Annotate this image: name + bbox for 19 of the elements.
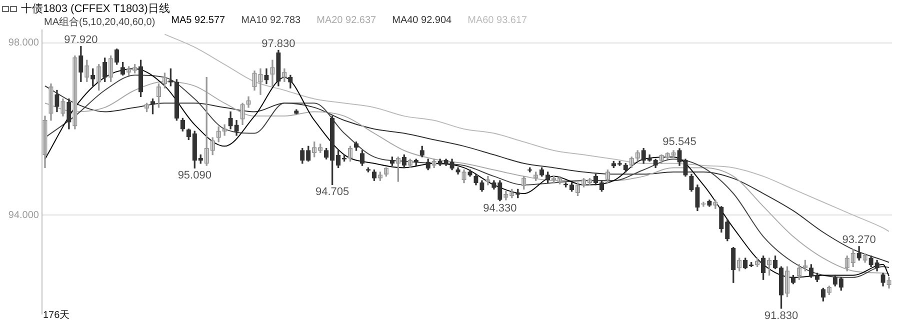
y-tick-label: 98.000 [8, 38, 40, 49]
annotation: 95.545 [662, 136, 696, 148]
annotation: 95.090 [178, 170, 212, 182]
annotation: 97.830 [262, 38, 296, 50]
annotation: 176天 [43, 309, 70, 322]
text: MA20 92.637 [316, 15, 376, 28]
text: MA5 92.577 [171, 15, 226, 28]
text: MA60 93.617 [468, 15, 528, 28]
text: MA10 92.783 [241, 15, 301, 28]
annotation: 93.270 [842, 234, 876, 246]
annotation: 91.830 [764, 310, 798, 322]
line-series [164, 34, 890, 232]
annotation: 94.330 [483, 202, 517, 214]
y-tick-label: 94.000 [8, 210, 40, 221]
chart-title: 十债1803 (CFFEX T1803)日线 [21, 2, 170, 16]
annotation: 97.920 [64, 34, 98, 46]
legend-title: MA组合(5,10,20,40,60,0) [44, 16, 156, 29]
annotation: 94.705 [315, 186, 350, 198]
text: MA40 92.904 [392, 15, 452, 28]
